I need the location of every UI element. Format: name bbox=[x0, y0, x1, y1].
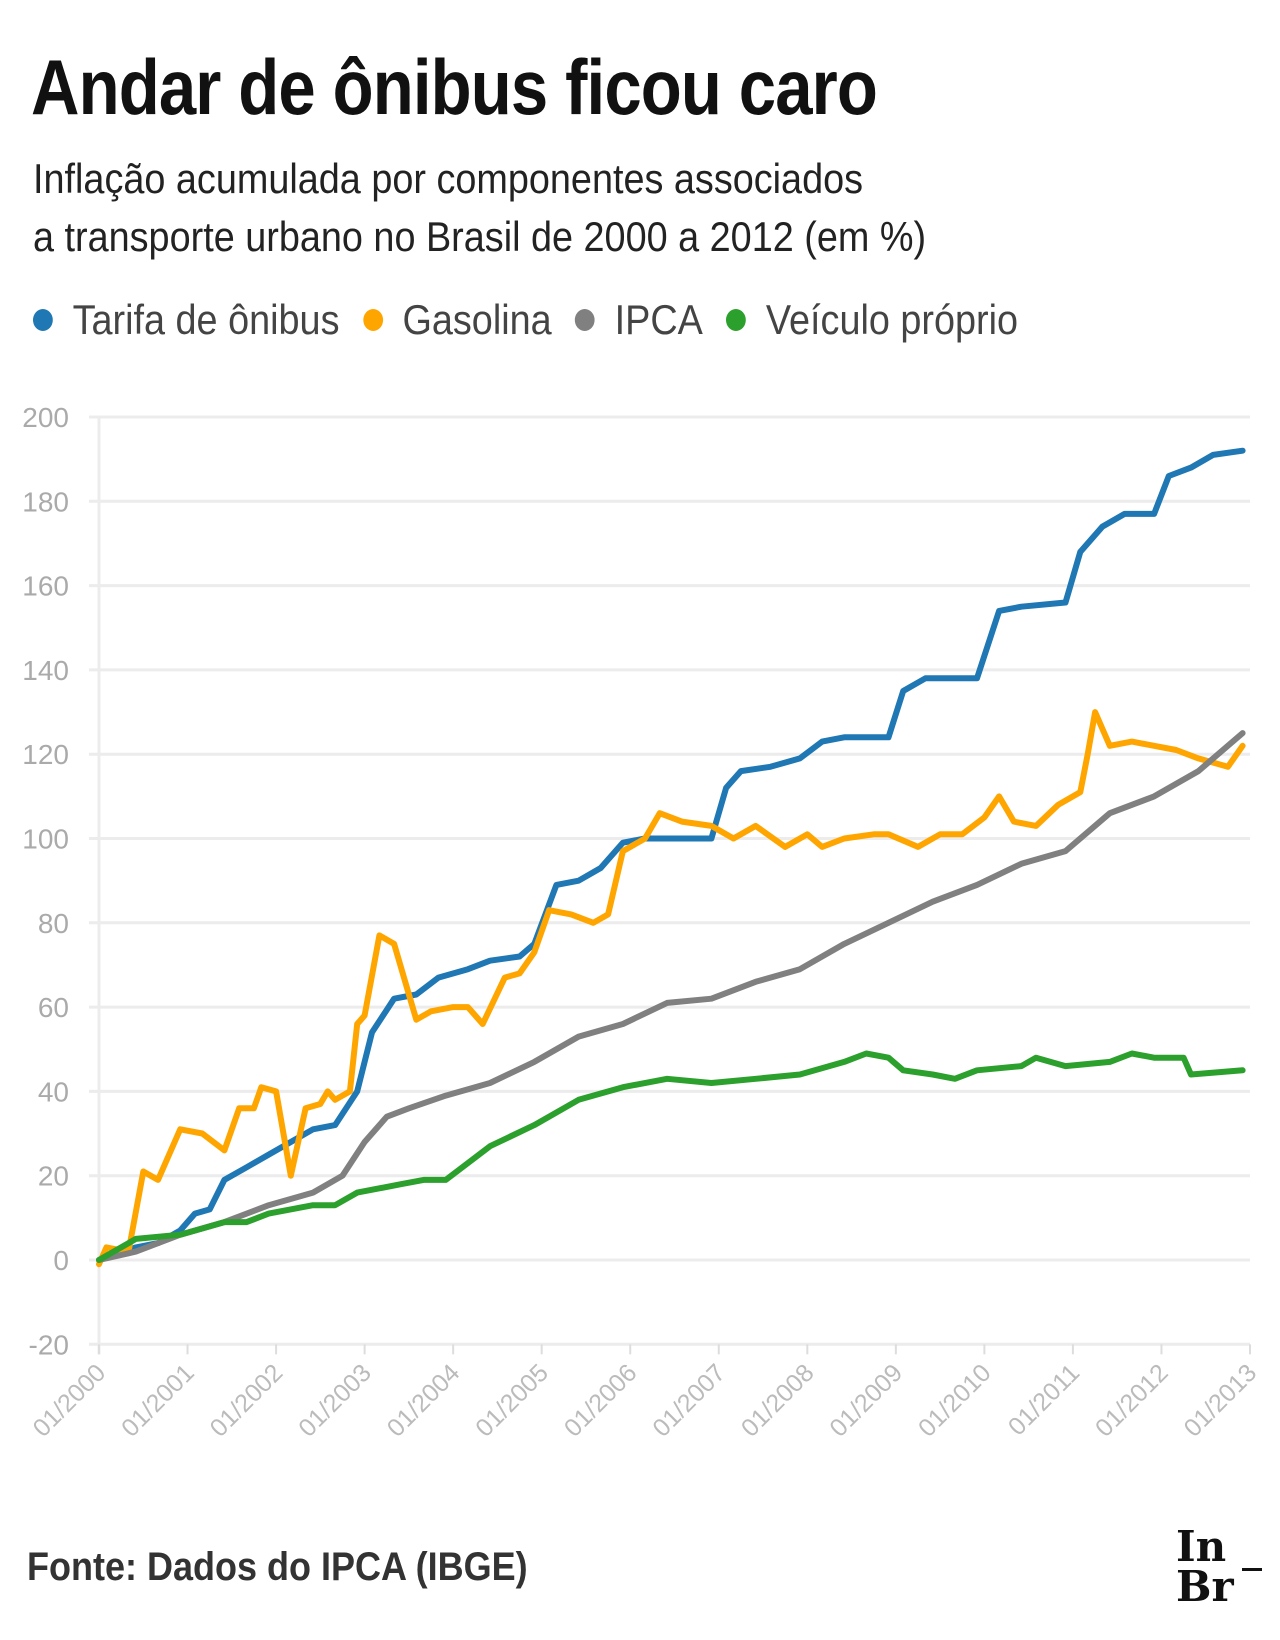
legend-dot-icon bbox=[33, 309, 53, 331]
x-tick-label: 01/2003 bbox=[293, 1359, 377, 1443]
y-tick-label: 120 bbox=[22, 739, 69, 770]
x-tick-label: 01/2011 bbox=[1003, 1359, 1085, 1441]
legend-label: Veículo próprio bbox=[765, 296, 1019, 343]
source-note: Fonte: Dados do IPCA (IBGE) bbox=[27, 1545, 528, 1589]
logo-line-1: In bbox=[1176, 1522, 1227, 1571]
y-tick-label: -20 bbox=[29, 1329, 69, 1360]
legend-label: Tarifa de ônibus bbox=[72, 296, 340, 343]
y-tick-label: 0 bbox=[53, 1245, 69, 1276]
x-tick-label: 01/2002 bbox=[205, 1359, 289, 1443]
legend-item-ipca: IPCA bbox=[575, 296, 703, 344]
logo-bar bbox=[1242, 1568, 1262, 1571]
x-tick-label: 01/2008 bbox=[736, 1359, 820, 1443]
legend-dot-icon bbox=[726, 309, 747, 331]
inbr-logo: In Br bbox=[1176, 1522, 1262, 1611]
legend: Tarifa de ônibus Gasolina IPCA Veículo p… bbox=[33, 296, 1041, 344]
legend-item-veiculo: Veículo próprio bbox=[726, 296, 1018, 344]
legend-item-gasolina: Gasolina bbox=[362, 296, 552, 344]
y-tick-label: 100 bbox=[22, 824, 69, 855]
y-tick-label: 160 bbox=[22, 571, 69, 602]
x-tick-label: 01/2013 bbox=[1179, 1359, 1263, 1443]
x-tick-label: 01/2006 bbox=[559, 1359, 643, 1443]
y-tick-label: 40 bbox=[38, 1076, 69, 1107]
x-tick-label: 01/2009 bbox=[824, 1359, 908, 1443]
series-line-tarifa-de-onibus bbox=[96, 447, 1246, 1263]
series-line-veiculo-proprio bbox=[96, 1050, 1246, 1263]
y-tick-label: 80 bbox=[38, 908, 69, 939]
x-tick-label: 01/2001 bbox=[116, 1359, 200, 1443]
y-tick-label: 60 bbox=[38, 992, 69, 1023]
chart-title: Andar de ônibus ficou caro bbox=[31, 43, 878, 131]
logo-line-2: Br bbox=[1176, 1562, 1234, 1611]
subtitle-line-2: a transporte urbano no Brasil de 2000 a … bbox=[33, 213, 927, 260]
chart-subtitle: Inflação acumulada por componentes assoc… bbox=[33, 150, 926, 266]
legend-item-tarifa: Tarifa de ônibus bbox=[33, 296, 339, 344]
legend-dot-icon bbox=[362, 309, 383, 331]
y-tick-label: 200 bbox=[22, 402, 69, 433]
legend-label: Gasolina bbox=[402, 296, 552, 343]
x-tick-label: 01/2007 bbox=[647, 1359, 731, 1443]
x-tick-label: 01/2012 bbox=[1090, 1359, 1174, 1443]
x-tick-label: 01/2004 bbox=[382, 1359, 466, 1443]
x-tick-label: 01/2000 bbox=[28, 1359, 112, 1443]
y-tick-label: 20 bbox=[38, 1161, 69, 1192]
legend-dot-icon bbox=[575, 309, 595, 331]
series-line-gasolina bbox=[96, 709, 1246, 1268]
legend-label: IPCA bbox=[614, 296, 703, 343]
subtitle-line-1: Inflação acumulada por componentes assoc… bbox=[33, 155, 864, 202]
y-tick-label: 140 bbox=[22, 655, 69, 686]
x-tick-label: 01/2005 bbox=[470, 1359, 554, 1443]
y-tick-label: 180 bbox=[22, 486, 69, 517]
series-line-ipca bbox=[96, 730, 1246, 1263]
x-tick-label: 01/2010 bbox=[913, 1359, 997, 1443]
